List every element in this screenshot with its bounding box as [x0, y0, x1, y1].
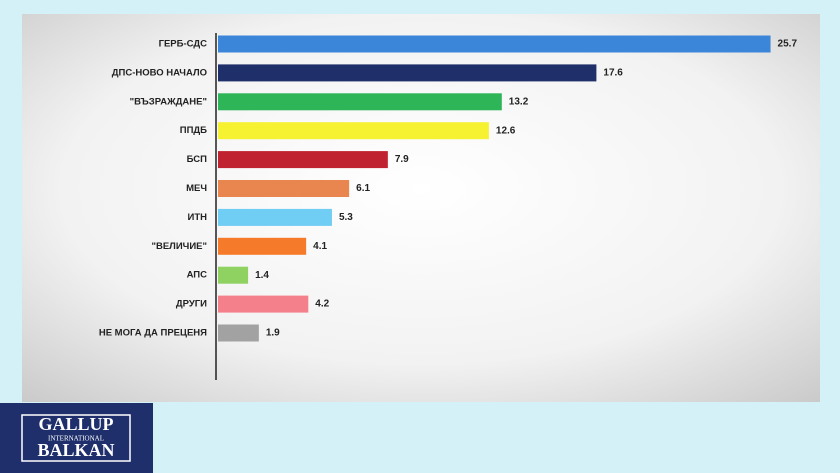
bar	[218, 180, 350, 197]
value-label: 25.7	[778, 39, 798, 50]
value-label: 17.6	[603, 68, 623, 79]
bar	[218, 64, 597, 82]
bar	[218, 266, 249, 284]
value-label: 1.9	[266, 328, 280, 339]
category-label: ГЕРБ-СДС	[159, 39, 208, 50]
bar	[218, 151, 388, 169]
category-label: "ВЪЗРАЖДАНЕ"	[130, 96, 207, 107]
category-label: "ВЕЛИЧИЕ"	[151, 241, 207, 252]
value-label: 13.2	[509, 96, 529, 107]
category-label: ИТН	[188, 212, 208, 223]
category-label: ДРУГИ	[176, 299, 207, 310]
category-label: МЕЧ	[186, 183, 207, 194]
value-label: 12.6	[496, 125, 516, 136]
logo-text: BALKAN	[37, 440, 114, 460]
bar	[218, 237, 307, 255]
bar	[218, 324, 259, 342]
category-label: БСП	[187, 154, 208, 165]
value-label: 4.1	[313, 241, 327, 252]
category-label: НЕ МОГА ДА ПРЕЦЕНЯ	[99, 328, 207, 339]
value-label: 5.3	[339, 212, 353, 223]
logo-text: GALLUP	[38, 414, 113, 434]
bar	[218, 122, 489, 140]
bar	[218, 295, 309, 313]
logo-frame	[21, 414, 131, 462]
value-label: 1.4	[255, 270, 269, 281]
bar	[218, 208, 332, 226]
bar	[218, 35, 771, 53]
value-label: 7.9	[395, 154, 409, 165]
value-label: 6.1	[356, 183, 370, 194]
logo-text: INTERNATIONAL	[48, 435, 104, 443]
bar	[218, 93, 502, 111]
value-label: 4.2	[315, 299, 329, 310]
category-label: ДПС-НОВО НАЧАЛО	[112, 67, 207, 78]
category-label: АПС	[187, 270, 208, 281]
category-label: ППДБ	[180, 125, 207, 136]
